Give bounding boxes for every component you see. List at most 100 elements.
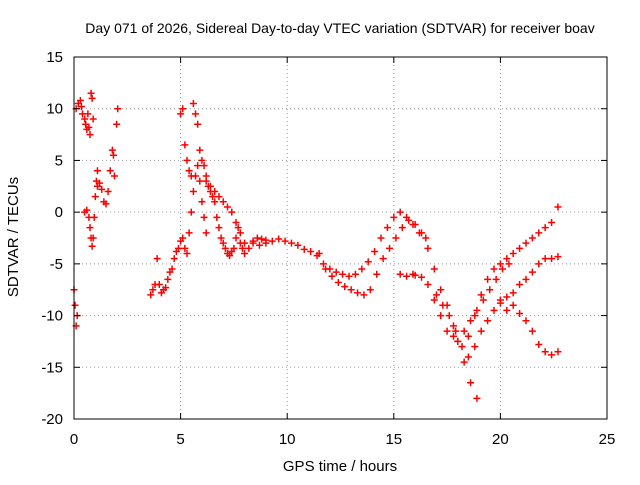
data-point	[241, 250, 249, 258]
data-point	[83, 206, 91, 214]
data-point	[541, 224, 549, 232]
data-point	[232, 218, 240, 226]
data-point	[341, 283, 349, 291]
data-point	[371, 247, 379, 255]
data-point	[439, 301, 447, 309]
data-point	[424, 281, 432, 289]
data-point	[509, 289, 517, 297]
data-point	[339, 270, 347, 278]
data-point	[206, 182, 214, 190]
data-point	[162, 284, 170, 292]
data-point	[82, 120, 90, 128]
data-point	[307, 247, 315, 255]
data-point	[91, 193, 99, 201]
x-tick-label: 0	[70, 431, 78, 448]
data-point	[224, 203, 232, 211]
data-point	[503, 293, 511, 301]
data-point	[85, 123, 93, 131]
data-point	[454, 337, 462, 345]
data-point	[383, 224, 391, 232]
data-point	[443, 327, 451, 335]
data-point	[155, 281, 163, 289]
data-point	[300, 245, 308, 253]
y-tick-label: 0	[55, 204, 63, 221]
data-point	[153, 255, 161, 263]
data-point	[185, 167, 193, 175]
data-point	[548, 351, 556, 359]
data-point	[492, 275, 500, 283]
data-point	[181, 244, 189, 252]
data-point	[228, 208, 236, 216]
data-point	[541, 348, 549, 356]
data-point	[315, 250, 323, 258]
data-point	[347, 286, 355, 294]
data-point	[484, 275, 492, 283]
grid-layer	[74, 57, 607, 419]
data-series	[432, 203, 562, 351]
data-point	[452, 327, 460, 335]
data-point	[179, 105, 187, 113]
data-point	[189, 187, 197, 195]
data-point	[226, 252, 234, 260]
data-point	[215, 193, 223, 201]
data-point	[77, 103, 85, 111]
data-point	[334, 278, 342, 286]
data-point	[86, 131, 94, 139]
data-point	[411, 221, 419, 229]
data-series	[72, 89, 97, 139]
data-point	[496, 296, 504, 304]
data-point	[268, 237, 276, 245]
data-series	[147, 162, 210, 299]
data-point	[418, 229, 426, 237]
data-point	[432, 291, 440, 299]
data-point	[81, 115, 89, 123]
x-tick-label: 5	[176, 431, 184, 448]
data-point	[437, 312, 445, 320]
data-point	[499, 265, 507, 273]
data-point	[198, 198, 206, 206]
data-point	[411, 271, 419, 279]
data-point	[168, 265, 176, 273]
x-tick-label: 15	[385, 431, 402, 448]
data-point	[88, 94, 96, 102]
data-point	[418, 273, 426, 281]
data-point	[392, 234, 400, 242]
data-point	[490, 265, 498, 273]
data-point	[245, 244, 253, 252]
data-series	[315, 216, 481, 402]
data-point	[516, 310, 524, 318]
y-tick-label: -20	[41, 411, 63, 428]
ticks-layer	[73, 56, 608, 420]
data-point	[471, 343, 479, 351]
data-point	[486, 286, 494, 294]
data-point	[360, 291, 368, 299]
data-point	[147, 291, 155, 299]
data-point	[108, 146, 116, 154]
data-point	[200, 162, 208, 170]
data-point	[93, 167, 101, 175]
data-point	[174, 244, 182, 252]
data-point	[471, 312, 479, 320]
data-point	[281, 237, 289, 245]
data-point	[194, 162, 202, 170]
data-point	[477, 291, 485, 299]
data-point	[275, 235, 283, 243]
data-point	[422, 234, 430, 242]
data-point	[102, 200, 110, 208]
data-point	[211, 198, 219, 206]
y-tick-label: 10	[46, 101, 63, 118]
data-point	[211, 187, 219, 195]
data-point	[319, 260, 327, 268]
data-point	[516, 281, 524, 289]
data-point	[209, 193, 217, 201]
data-point	[202, 229, 210, 237]
data-point	[535, 341, 543, 349]
data-series	[70, 286, 81, 330]
data-point	[249, 239, 257, 247]
data-point	[86, 224, 94, 232]
data-point	[509, 250, 517, 258]
data-point	[177, 110, 185, 118]
data-series	[249, 208, 430, 280]
data-point	[377, 234, 385, 242]
